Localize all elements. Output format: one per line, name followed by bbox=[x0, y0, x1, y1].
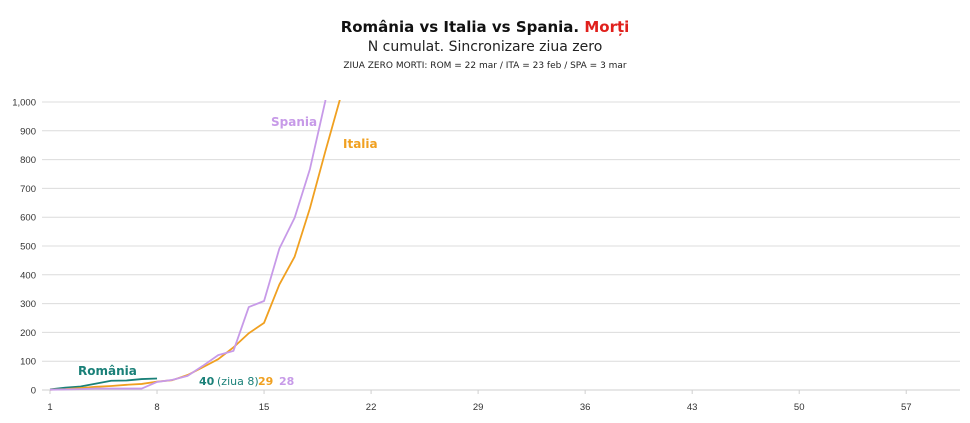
y-tick-label: 100 bbox=[20, 357, 36, 368]
annotation-spania-value: 28 bbox=[279, 375, 294, 388]
series-line-italia bbox=[49, 100, 341, 391]
x-tick-label: 8 bbox=[154, 402, 159, 413]
y-tick-label: 700 bbox=[20, 184, 36, 195]
x-tick-label: 36 bbox=[580, 402, 591, 413]
x-tick-label: 57 bbox=[901, 402, 912, 413]
x-tick-label: 50 bbox=[794, 402, 805, 413]
y-tick-label: 1,000 bbox=[12, 98, 36, 109]
legend-label-italia: Italia bbox=[343, 137, 378, 151]
annotation-romania-day: (ziua 8) bbox=[217, 375, 259, 388]
y-tick-label: 500 bbox=[20, 242, 36, 253]
legend-label-spania: Spania bbox=[271, 115, 317, 129]
x-tick-label: 22 bbox=[366, 402, 377, 413]
y-tick-label: 400 bbox=[20, 270, 36, 281]
chart-title: România vs Italia vs Spania. Morți bbox=[0, 18, 970, 36]
chart-note: ZIUA ZERO MORTI: ROM = 22 mar / ITA = 23… bbox=[343, 61, 627, 71]
series-line-spania bbox=[49, 100, 327, 391]
series-line-romania bbox=[49, 377, 158, 391]
y-tick-label: 300 bbox=[20, 299, 36, 310]
x-tick-label: 15 bbox=[259, 402, 270, 413]
y-tick-label: 600 bbox=[20, 213, 36, 224]
y-tick-label: 200 bbox=[20, 328, 36, 339]
x-tick-label: 1 bbox=[47, 402, 52, 413]
legend-label-romania: România bbox=[78, 364, 137, 378]
annotation-italia-value: 29 bbox=[258, 375, 273, 388]
x-tick-label: 43 bbox=[687, 402, 698, 413]
y-tick-label: 800 bbox=[20, 155, 36, 166]
x-tick-label: 29 bbox=[473, 402, 484, 413]
y-tick-label: 0 bbox=[31, 386, 36, 397]
annotation-romania-value: 40 bbox=[199, 375, 215, 388]
title-text: România vs Italia vs Spania. bbox=[340, 18, 580, 36]
chart-subtitle: N cumulat. Sincronizare ziua zero bbox=[367, 39, 603, 55]
y-tick-label: 900 bbox=[20, 126, 36, 137]
title-highlight: Morți bbox=[584, 18, 630, 36]
